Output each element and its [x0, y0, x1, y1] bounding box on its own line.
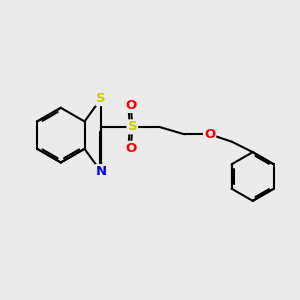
- Text: S: S: [128, 120, 137, 134]
- Text: S: S: [96, 92, 106, 105]
- Text: O: O: [125, 142, 136, 155]
- Text: N: N: [95, 165, 107, 178]
- Text: O: O: [125, 99, 136, 112]
- Text: O: O: [204, 128, 215, 141]
